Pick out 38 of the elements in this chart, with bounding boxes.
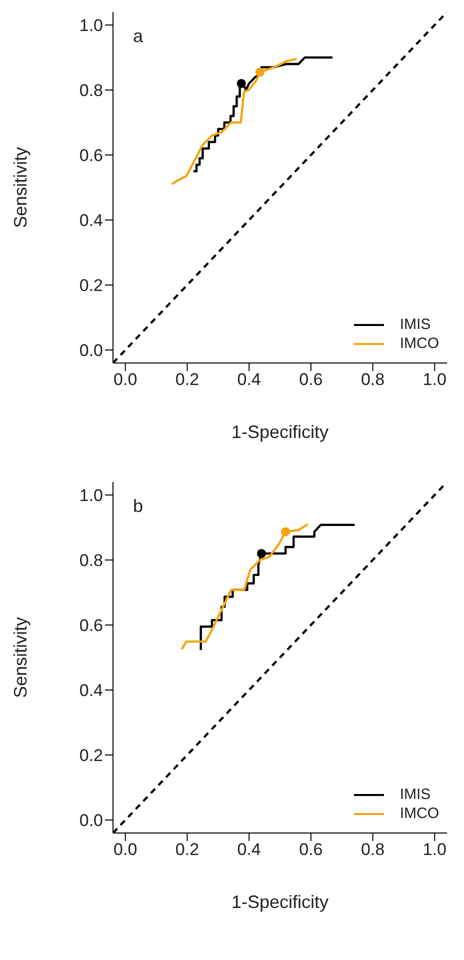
x-tick-label: 1.0 bbox=[422, 370, 446, 390]
x-tick-label: 0.2 bbox=[175, 370, 200, 390]
y-tick-label: 0.8 bbox=[79, 551, 103, 570]
y-tick-label: 0.2 bbox=[79, 746, 103, 766]
legend-label: IMIS bbox=[400, 785, 431, 804]
x-tick-label: 0.6 bbox=[299, 370, 323, 390]
annotation: b bbox=[133, 496, 144, 517]
y-tick-label: 0.0 bbox=[79, 341, 103, 360]
y-tick-label: 0.4 bbox=[79, 681, 103, 700]
line-series bbox=[180, 523, 309, 650]
y-tick-label: 0.4 bbox=[79, 211, 103, 230]
x-axis-title: 1-Specificity bbox=[231, 892, 329, 912]
x-tick-label: 0.8 bbox=[360, 370, 385, 390]
annotation: a bbox=[133, 26, 144, 47]
x-tick-label: 0.4 bbox=[237, 840, 261, 860]
legend-label: IMIS bbox=[400, 315, 431, 334]
x-tick-label: 0.2 bbox=[175, 840, 200, 860]
x-tick-label: 0.0 bbox=[114, 370, 138, 390]
line-series bbox=[170, 58, 298, 186]
y-tick-label: 0.8 bbox=[79, 81, 103, 100]
line-series bbox=[192, 56, 334, 172]
x-tick-label: 0.4 bbox=[237, 370, 261, 390]
line-series bbox=[200, 524, 356, 652]
y-tick-label: 0.2 bbox=[79, 276, 103, 296]
legend-label: IMCO bbox=[400, 334, 439, 353]
x-tick-label: 0.0 bbox=[114, 840, 138, 860]
x-tick-label: 1.0 bbox=[422, 840, 446, 860]
y-tick-label: 1.0 bbox=[79, 486, 103, 506]
y-axis-title: Sensitivity bbox=[10, 616, 30, 698]
y-axis-title: Sensitivity bbox=[10, 146, 30, 228]
y-tick-label: 0.6 bbox=[79, 616, 103, 636]
x-tick-label: 0.6 bbox=[299, 840, 323, 860]
y-tick-label: 0.6 bbox=[79, 146, 103, 166]
y-tick-label: 0.0 bbox=[79, 811, 103, 830]
x-tick-label: 0.8 bbox=[360, 840, 385, 860]
legend-label: IMCO bbox=[400, 804, 439, 823]
y-tick-label: 1.0 bbox=[79, 16, 103, 36]
x-axis-title: 1-Specificity bbox=[231, 422, 329, 442]
